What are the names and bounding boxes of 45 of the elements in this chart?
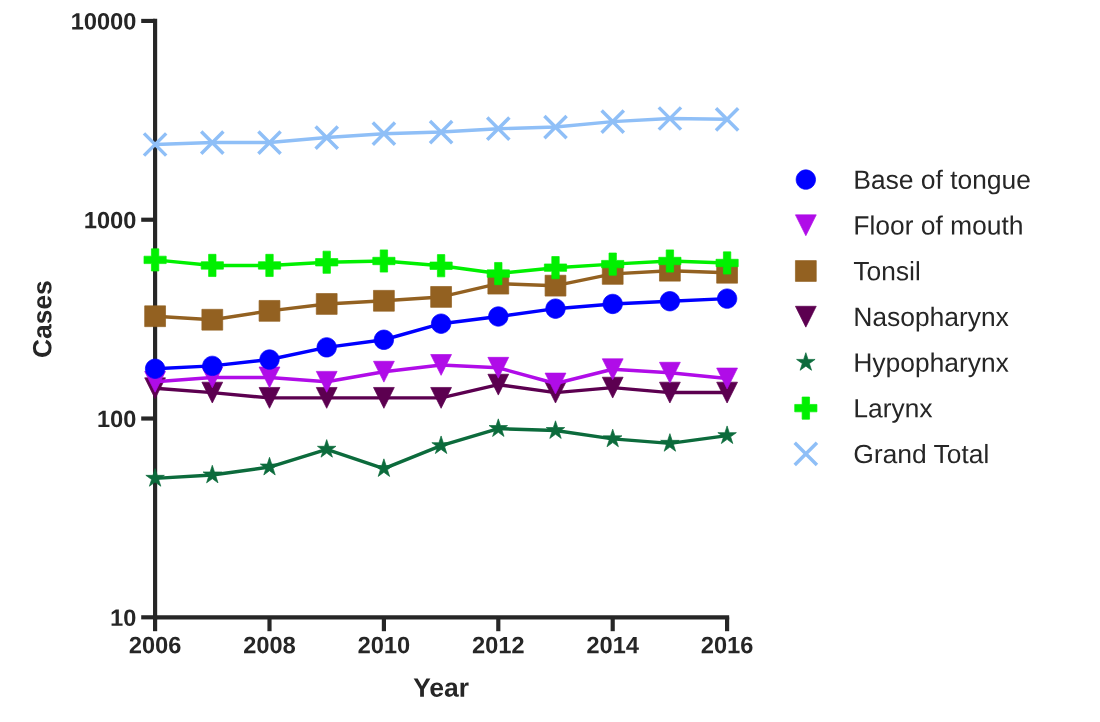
point bbox=[657, 105, 683, 132]
y-tick-label: 100 bbox=[98, 410, 136, 428]
y-tick-label: 1000 bbox=[85, 211, 136, 229]
point bbox=[714, 106, 740, 133]
legend-label: Tonsil bbox=[853, 261, 920, 281]
point bbox=[256, 129, 283, 156]
legend-label: Nasopharynx bbox=[855, 306, 1009, 332]
point bbox=[258, 253, 281, 277]
point bbox=[485, 115, 512, 142]
x-tick-label: 2014 bbox=[587, 636, 639, 654]
point bbox=[258, 387, 281, 409]
point bbox=[658, 249, 682, 273]
point bbox=[372, 249, 396, 273]
x-tick-label: 2010 bbox=[358, 636, 410, 654]
legend-label: Base of tongue bbox=[855, 169, 1030, 195]
point bbox=[373, 290, 395, 312]
point bbox=[488, 306, 509, 327]
point bbox=[201, 308, 224, 331]
y-axis-title: Cases bbox=[32, 281, 52, 357]
x-tick-label: 2016 bbox=[701, 636, 753, 654]
x-tick-label: 2006 bbox=[129, 636, 181, 654]
point bbox=[716, 367, 738, 390]
point bbox=[259, 349, 280, 370]
legend-label: Larynx bbox=[855, 399, 933, 423]
point bbox=[599, 108, 626, 135]
point bbox=[602, 293, 623, 315]
x-tick-label: 2012 bbox=[472, 636, 524, 654]
point bbox=[371, 120, 397, 147]
point bbox=[373, 360, 395, 383]
x-axis-title: Year bbox=[413, 678, 469, 697]
legend-label: Grand Total bbox=[854, 443, 988, 464]
point bbox=[715, 251, 739, 275]
legend-label: Floor of mouth bbox=[855, 215, 1022, 235]
point bbox=[313, 124, 340, 151]
x-tick-label: 2008 bbox=[244, 636, 296, 654]
point bbox=[199, 129, 226, 156]
point bbox=[487, 357, 510, 379]
point bbox=[373, 387, 395, 409]
point bbox=[542, 114, 569, 140]
point bbox=[430, 387, 452, 409]
point bbox=[142, 131, 168, 158]
legend-label: Hypopharynx bbox=[855, 352, 1009, 378]
y-tick-label: 10 bbox=[111, 609, 136, 627]
point bbox=[428, 119, 454, 145]
y-tick-label: 10000 bbox=[72, 13, 136, 30]
